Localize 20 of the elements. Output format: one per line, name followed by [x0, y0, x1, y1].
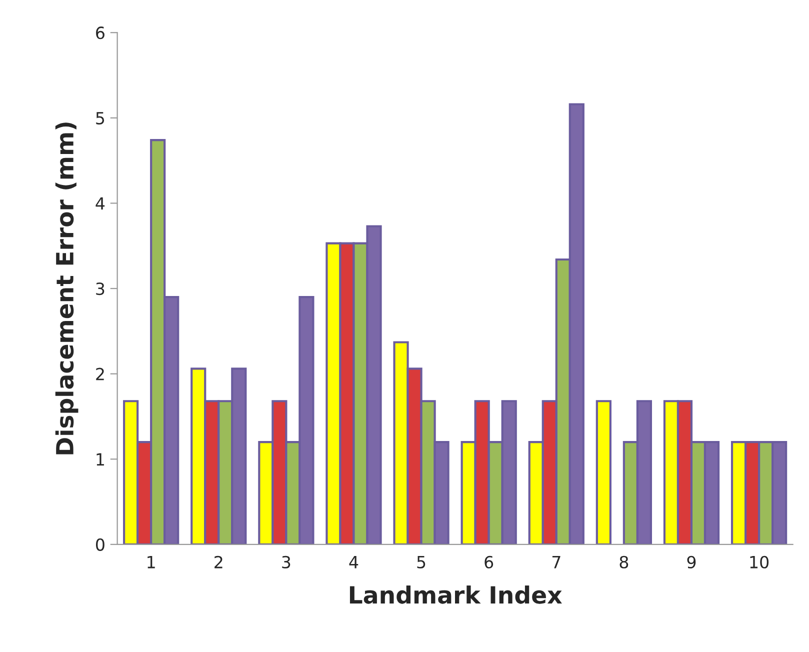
y-tick-label: 0	[96, 538, 104, 551]
x-tick-label: 3	[282, 556, 290, 568]
y-tick-label: 1	[96, 453, 104, 466]
y-axis-title: Displacement Error (mm)	[55, 122, 78, 454]
x-tick-label: 1	[148, 556, 155, 568]
x-tick-label: 4	[349, 556, 358, 568]
y-tick-label: 3	[96, 282, 104, 296]
y-tick-label: 5	[96, 112, 104, 124]
bar	[596, 400, 612, 544]
x-tick-label: 5	[417, 556, 426, 568]
y-tick-label: 4	[96, 197, 105, 210]
x-axis-title: Landmark Index	[350, 586, 562, 604]
y-tick-label: 6	[96, 26, 104, 40]
x-tick-label: 7	[552, 556, 560, 568]
x-tick-label: 6	[484, 556, 494, 568]
x-tick-label: 10	[750, 556, 769, 568]
x-tick-label: 2	[214, 556, 222, 568]
y-tick-label: 2	[96, 368, 104, 380]
x-tick-label: 9	[687, 556, 696, 568]
x-tick-label: 8	[620, 556, 628, 568]
